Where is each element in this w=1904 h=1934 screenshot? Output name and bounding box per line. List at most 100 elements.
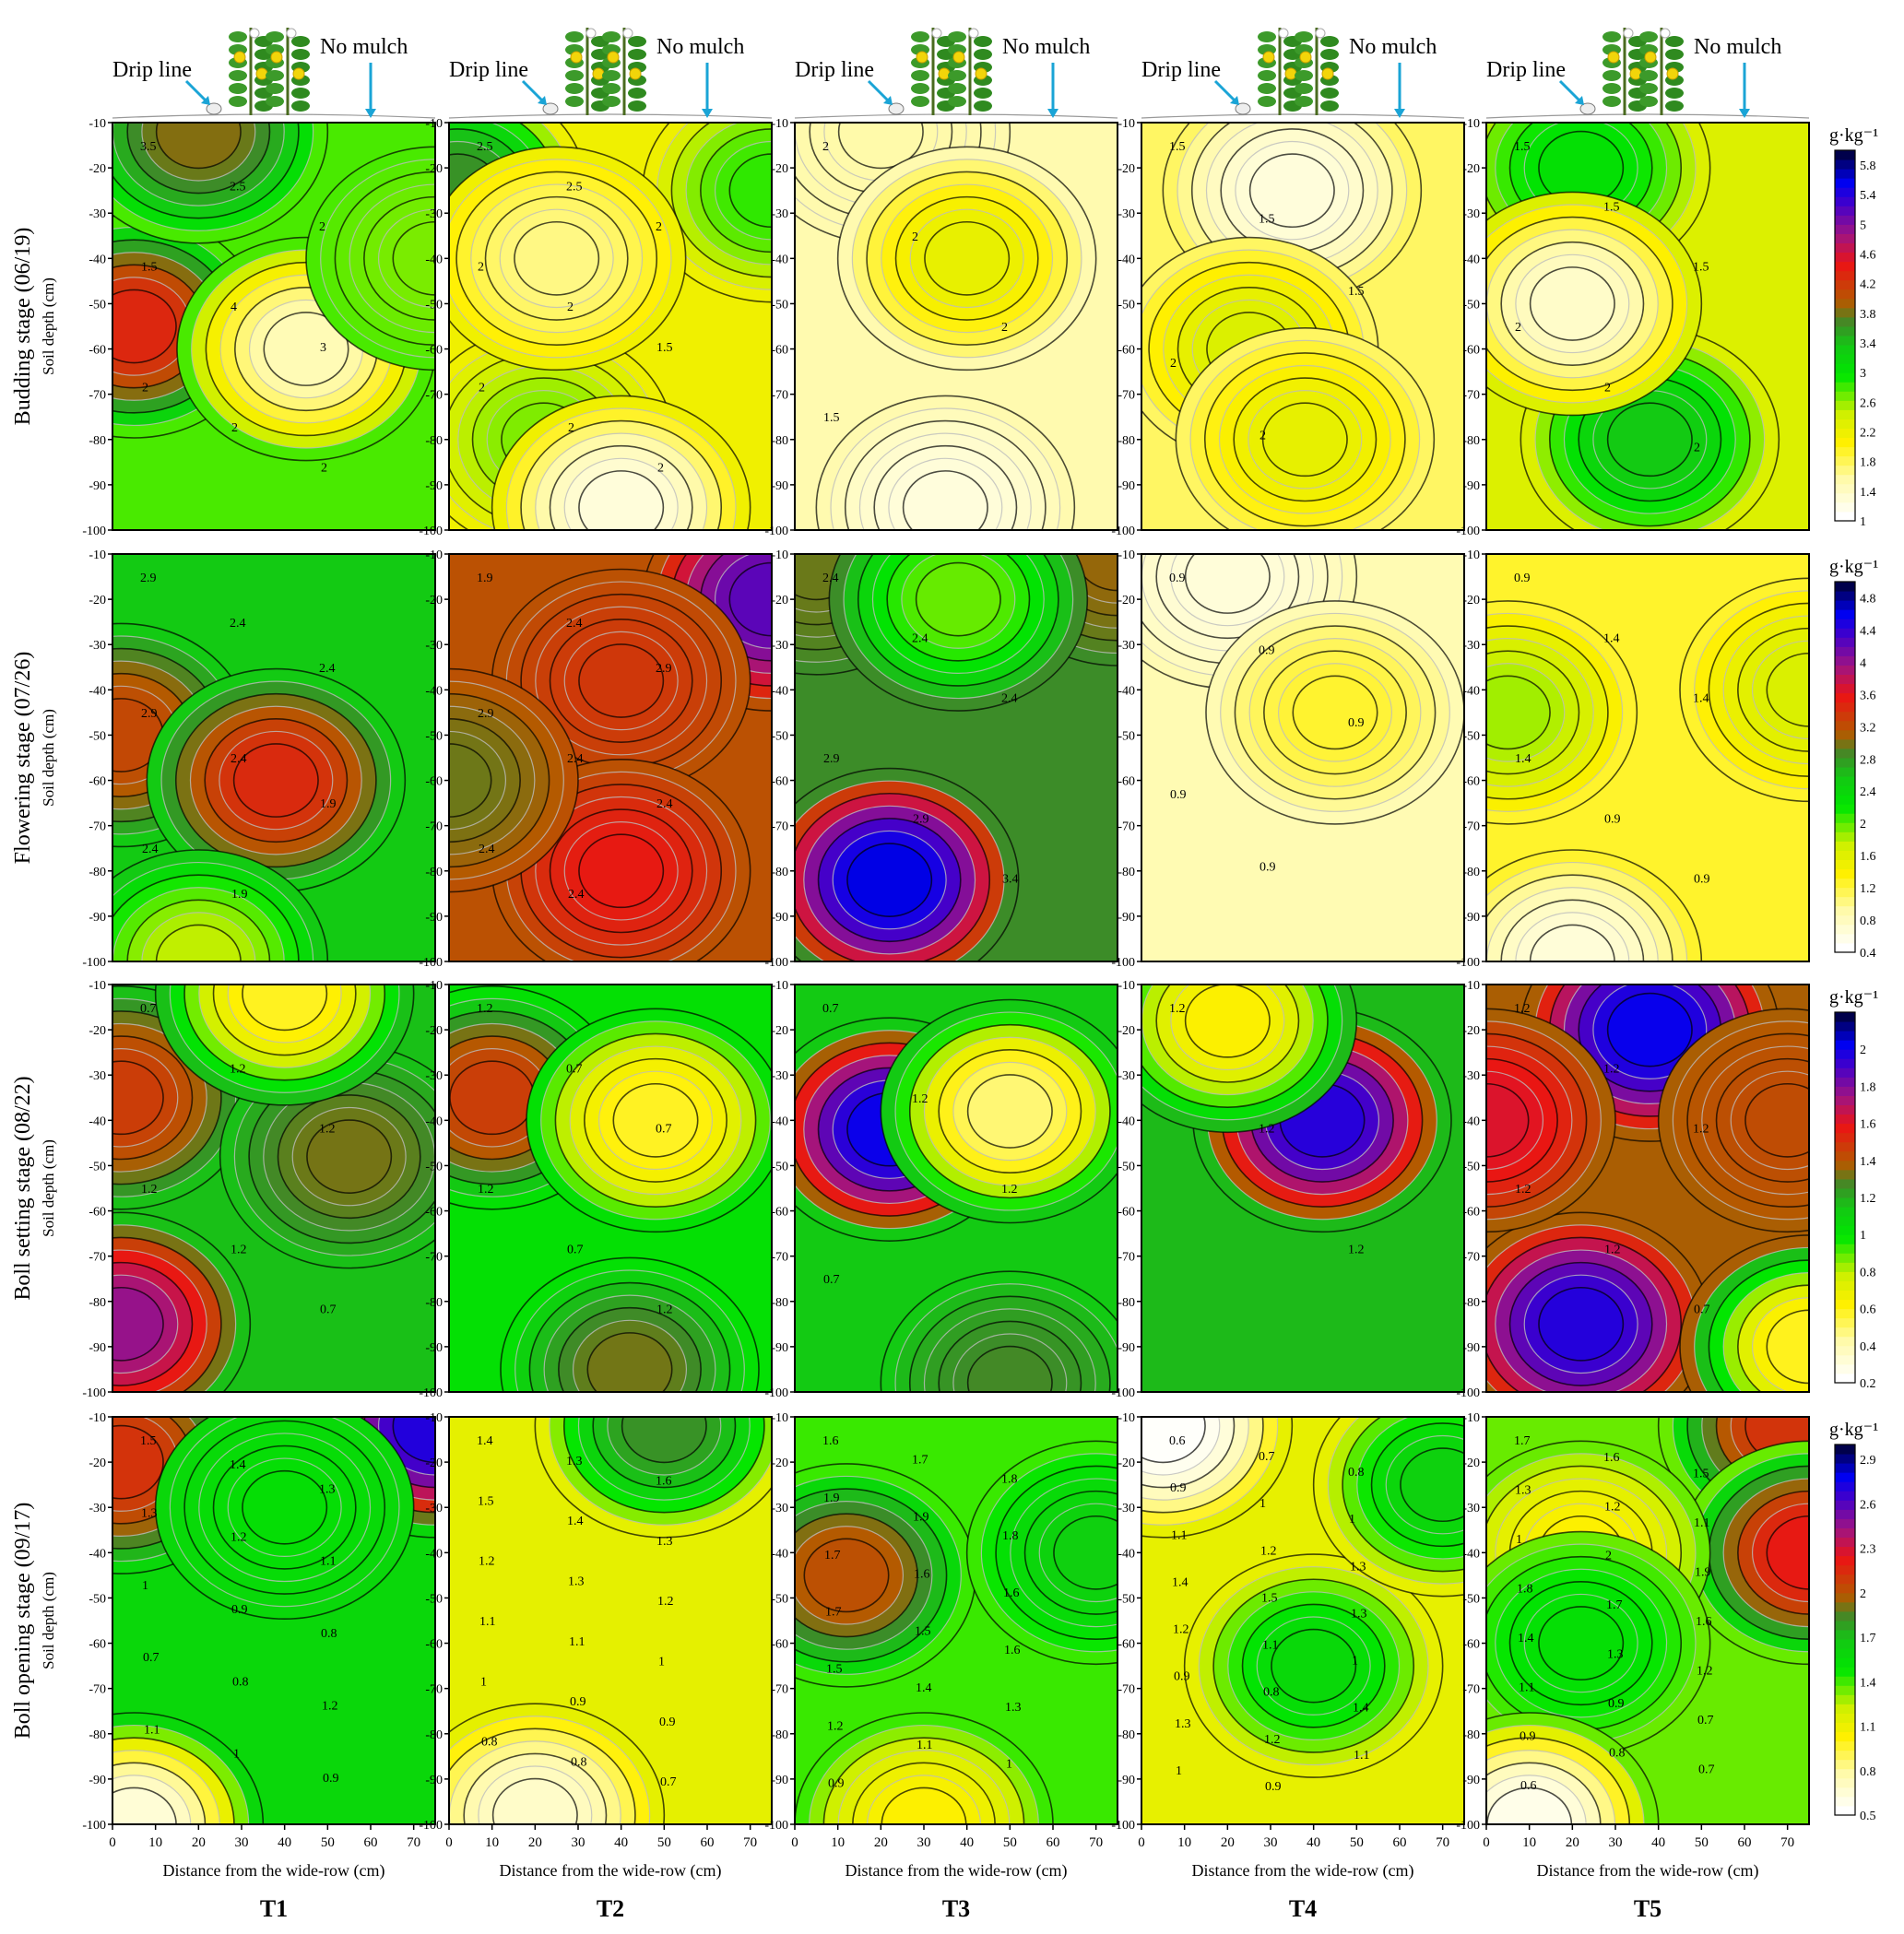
colorbar-band	[1835, 878, 1855, 889]
colorbar-tick-label: 2.6	[1860, 1498, 1876, 1512]
colorbar-band	[1835, 868, 1855, 879]
colorbar-band	[1835, 428, 1855, 439]
plant-header: Drip line No mulch	[448, 28, 773, 119]
y-tick-label: -60	[425, 775, 443, 789]
x-tick-label: 50	[321, 1835, 335, 1850]
contour-band	[578, 833, 665, 909]
colorbar-band	[1835, 1178, 1855, 1189]
plant-header: Drip line No mulch	[112, 28, 436, 119]
y-tick-label: -60	[89, 775, 106, 789]
contour-band	[578, 643, 665, 718]
contour-label: 0.6	[1169, 1434, 1186, 1448]
colorbar-band	[1835, 609, 1855, 619]
colorbar-band	[1835, 1500, 1855, 1510]
colorbar-band	[1835, 455, 1855, 466]
contour-label: 1.8	[1517, 1582, 1533, 1596]
boll	[1623, 28, 1634, 39]
drip-emitter	[888, 102, 905, 115]
colorbar-tick-label: 3.4	[1860, 337, 1876, 351]
leaf	[628, 100, 646, 112]
leaf	[628, 49, 646, 60]
x-tick-label: 50	[657, 1835, 671, 1850]
y-tick-label: -70	[1462, 389, 1480, 403]
colorbar-band	[1835, 1731, 1855, 1742]
y-tick-label: -30	[89, 207, 106, 221]
colorbar-band	[1835, 637, 1855, 647]
contour-label: 2	[1170, 357, 1177, 371]
leaf	[948, 96, 966, 107]
colorbar-tick-label: 3.2	[1860, 721, 1876, 735]
y-tick-label: -90	[1462, 1774, 1480, 1787]
contour-label: 1.3	[1515, 1483, 1531, 1497]
panel-t4-row-3: 1.2 1.2 1.2	[1141, 984, 1465, 1393]
y-tick-label: -80	[1118, 1728, 1135, 1742]
colorbar-band	[1835, 896, 1855, 907]
colorbar-band	[1835, 1058, 1855, 1068]
leaf	[1602, 96, 1621, 107]
no-mulch-label: No mulch	[320, 35, 408, 59]
colorbar-band	[1835, 150, 1855, 160]
leaf	[1258, 96, 1276, 107]
no-mulch-label: No mulch	[656, 35, 744, 59]
colorbar-band	[1835, 261, 1855, 272]
contour-band	[1538, 1606, 1625, 1680]
leaf	[291, 100, 310, 112]
colorbar-tick-label: 1.6	[1860, 1118, 1876, 1132]
contour-label: 0.7	[823, 1273, 840, 1287]
contour-label: 2	[567, 301, 574, 314]
colorbar-band	[1835, 933, 1855, 944]
contour-label: 1.2	[231, 1243, 247, 1256]
colorbar-band	[1835, 382, 1855, 392]
contour-band	[924, 220, 1011, 296]
leaf	[1320, 36, 1339, 47]
contour-band	[803, 1538, 890, 1613]
contour-label: 1.1	[479, 1615, 496, 1629]
contour-band	[1766, 1515, 1809, 1590]
colorbar-band	[1835, 1234, 1855, 1244]
contour-label: 0.9	[1174, 1670, 1190, 1684]
colorbar-unit: g·kg⁻¹	[1829, 125, 1878, 146]
y-tick-label: -70	[89, 389, 106, 403]
y-tick-label: -10	[89, 1411, 106, 1425]
y-tick-label: -80	[425, 434, 443, 448]
colorbar-band	[1835, 1463, 1855, 1473]
contour-panels: 3.52.521.5432222.52.52221.52222221.51.51…	[112, 122, 1810, 1825]
mulch-arrowhead	[365, 109, 376, 118]
y-tick-label: -30	[1118, 1069, 1135, 1083]
contour-label: 2	[657, 461, 664, 475]
treatment-label: T4	[1289, 1895, 1317, 1922]
contour-label: 1.5	[1169, 140, 1186, 154]
contour-band	[915, 561, 1001, 637]
soil-line	[1141, 113, 1465, 119]
y-tick-label: -40	[425, 253, 443, 266]
y-axis-label: Soil depth (cm)	[40, 1572, 57, 1669]
leaf	[1665, 36, 1684, 47]
leaf	[229, 96, 247, 107]
leaf	[565, 96, 584, 107]
y-tick-label: -10	[425, 117, 443, 131]
flower	[233, 51, 246, 64]
contour-label: 1.1	[569, 1635, 585, 1649]
flower	[1284, 67, 1297, 80]
contour-label: 0.6	[1520, 1779, 1537, 1793]
contour-band	[1606, 992, 1693, 1067]
colorbar-band	[1835, 1555, 1855, 1566]
colorbar-band	[1835, 270, 1855, 281]
contour-label: 0.7	[1698, 1763, 1715, 1776]
y-tick-label: -90	[1118, 1341, 1135, 1355]
x-axis-label: Distance from the wide-row (cm)	[1537, 1861, 1759, 1881]
y-tick-label: -20	[1462, 594, 1480, 607]
contour-label: 1.1	[320, 1555, 337, 1569]
panel-frame	[794, 984, 1118, 1393]
contour-band	[1606, 402, 1693, 478]
y-tick-label: -20	[1118, 1456, 1135, 1470]
colorbar-band	[1835, 187, 1855, 197]
contour-label: 2	[319, 220, 325, 234]
contour-label: 0.7	[567, 1243, 584, 1256]
contour-label: 1.3	[656, 1535, 673, 1549]
panel-t2-row-1: 2.5 2.5 2 2 2 1.5 2 2 2	[448, 122, 773, 531]
contour-label: 1.2	[1169, 1002, 1186, 1016]
y-tick-label: -100	[82, 1819, 106, 1833]
contour-label: 0.8	[571, 1755, 587, 1769]
y-tick-label: -50	[425, 298, 443, 312]
